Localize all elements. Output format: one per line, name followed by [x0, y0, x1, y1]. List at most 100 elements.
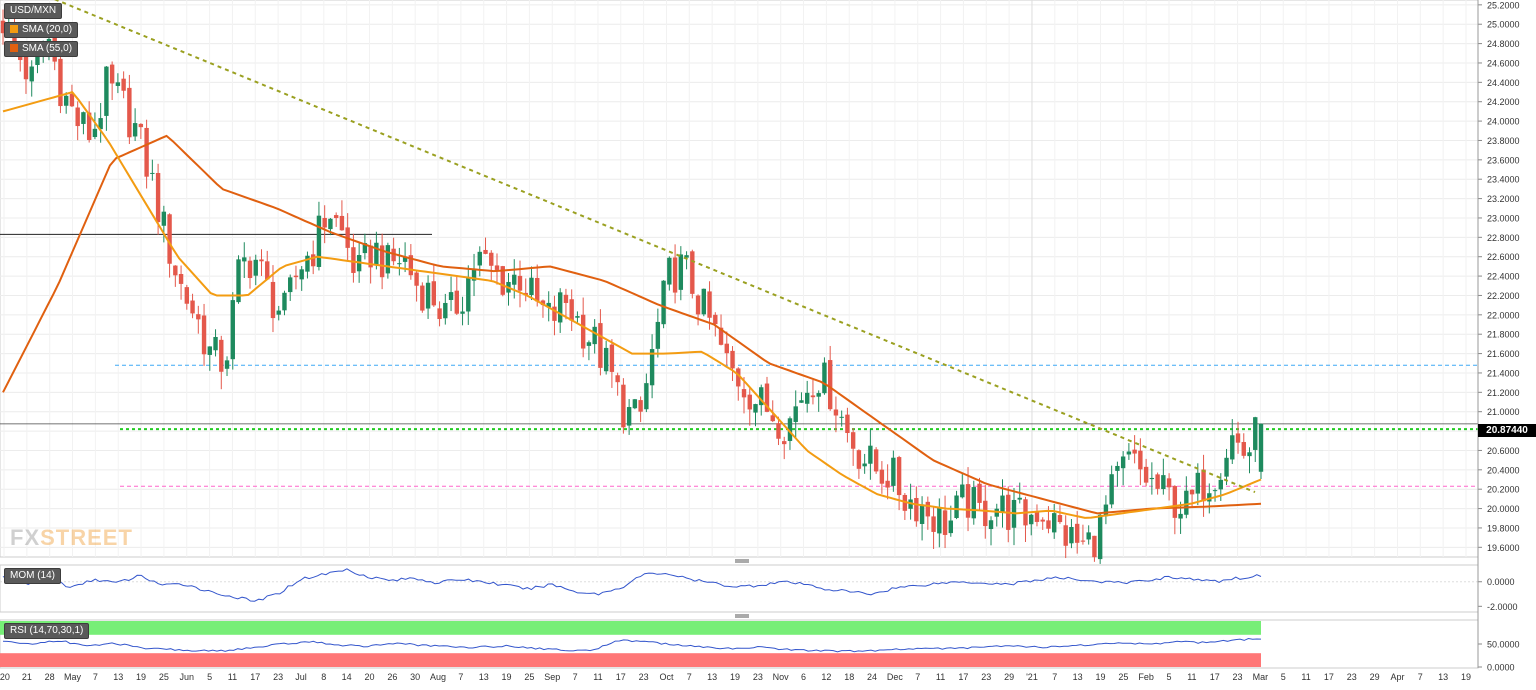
- candle-body: [414, 272, 419, 286]
- axes: 25.2000 25.0000 24.8000 24.6000 24.4000 24.20…: [0, 0, 1520, 682]
- x-tick-label: Jul: [295, 672, 307, 682]
- x-tick-label: 23: [753, 672, 763, 682]
- candle-body: [919, 504, 925, 524]
- watermark-fx: FX: [10, 525, 41, 550]
- candle-body: [988, 520, 994, 530]
- candle-body: [741, 389, 747, 398]
- legend-sma-slow[interactable]: SMA (55,0): [4, 41, 79, 57]
- y-tick-label: 22.4000: [1487, 272, 1520, 282]
- candle-body: [310, 254, 316, 267]
- rsi-label[interactable]: RSI (14,70,30,1): [4, 623, 90, 639]
- candle-body: [1074, 523, 1080, 543]
- candle-body: [856, 450, 862, 469]
- candle-body: [109, 64, 115, 84]
- candle-body: [891, 457, 896, 486]
- x-tick-label: Nov: [773, 672, 790, 682]
- last-price-tag: 20.87440: [1478, 424, 1536, 437]
- candle-body: [810, 395, 816, 398]
- y-tick-label: 19.8000: [1487, 523, 1520, 533]
- candle-body: [184, 287, 190, 304]
- candle-body: [1109, 474, 1114, 505]
- x-tick-label: 11: [1187, 672, 1196, 682]
- x-tick-label: Mar: [1253, 672, 1269, 682]
- candle-body: [1017, 497, 1022, 500]
- momentum-y-tick-label: 0.0000: [1487, 577, 1515, 587]
- candle-body: [1189, 489, 1195, 495]
- candle-body: [977, 483, 982, 503]
- candle-body: [35, 55, 40, 65]
- x-tick-label: 19: [1095, 672, 1105, 682]
- fxstreet-watermark: FXSTREET: [10, 525, 133, 551]
- candle-body: [759, 387, 764, 406]
- candle-body: [1207, 493, 1212, 502]
- candle-body: [316, 215, 322, 267]
- candle-body: [649, 349, 655, 386]
- candle-body: [535, 277, 540, 302]
- candle-body: [1143, 466, 1149, 483]
- x-tick-label: 25: [1118, 672, 1128, 682]
- x-tick-label: 29: [1004, 672, 1014, 682]
- candle-body: [1258, 423, 1264, 472]
- y-tick-label: 21.4000: [1487, 368, 1520, 378]
- candle-body: [460, 311, 465, 314]
- x-tick-label: 23: [981, 672, 991, 682]
- candle-body: [827, 360, 833, 410]
- candle-body: [236, 259, 241, 303]
- candle-body: [259, 259, 264, 262]
- x-tick-label: 18: [844, 672, 854, 682]
- descending-trendline: [53, 0, 1256, 494]
- candle-body: [288, 277, 293, 293]
- x-tick-label: 7: [687, 672, 692, 682]
- candle-body: [494, 265, 500, 270]
- candle-body: [23, 56, 29, 80]
- candle-body: [328, 218, 333, 230]
- candle-body: [0, 20, 6, 34]
- candle-body: [868, 445, 873, 464]
- legend-sma-fast[interactable]: SMA (20,0): [4, 22, 79, 38]
- candle-body: [701, 288, 707, 315]
- trendline-group: [53, 0, 1256, 494]
- candle-body: [1080, 540, 1086, 542]
- candle-body: [512, 274, 517, 285]
- x-tick-label: 17: [958, 672, 968, 682]
- y-tick-label: 21.2000: [1487, 388, 1520, 398]
- grid: [0, 0, 1479, 669]
- candle-body: [207, 346, 212, 355]
- candle-body: [557, 292, 563, 323]
- sma-slow-line: [2, 134, 1262, 515]
- x-tick-label: Apr: [1390, 672, 1404, 682]
- y-tick-label: 23.4000: [1487, 175, 1520, 185]
- candle-body: [385, 245, 391, 274]
- candle-body: [983, 500, 988, 527]
- x-tick-label: 7: [93, 672, 98, 682]
- legend-symbol[interactable]: USD/MXN: [4, 3, 63, 19]
- candle-body: [805, 392, 810, 404]
- candle-body: [282, 292, 287, 311]
- candle-body: [81, 112, 86, 124]
- candle-body: [477, 251, 482, 266]
- candle-body: [466, 277, 471, 312]
- y-tick-label: 21.6000: [1487, 349, 1520, 359]
- y-tick-label: 19.6000: [1487, 543, 1520, 553]
- candle-body: [247, 260, 253, 279]
- candle-body: [1057, 515, 1063, 523]
- candle-body: [885, 480, 890, 488]
- candle-body: [351, 247, 356, 273]
- legend-sma-fast-label: SMA (20,0): [22, 24, 73, 35]
- candle-body: [374, 242, 379, 265]
- candle-body: [782, 441, 787, 445]
- candle-body: [948, 520, 954, 534]
- momentum-label[interactable]: MOM (14): [4, 568, 61, 584]
- candle-body: [960, 484, 965, 498]
- x-tick-label: 11: [593, 672, 602, 682]
- x-tick-label: 11: [1301, 672, 1310, 682]
- candle-body: [586, 342, 592, 346]
- candle-body: [707, 291, 712, 318]
- candle-body: [86, 112, 92, 140]
- candle-body: [1172, 486, 1178, 518]
- x-tick-label: 25: [159, 672, 169, 682]
- x-tick-label: 12: [821, 672, 831, 682]
- candle-body: [104, 66, 109, 116]
- candle-body: [115, 82, 121, 86]
- candle-body: [1103, 504, 1109, 517]
